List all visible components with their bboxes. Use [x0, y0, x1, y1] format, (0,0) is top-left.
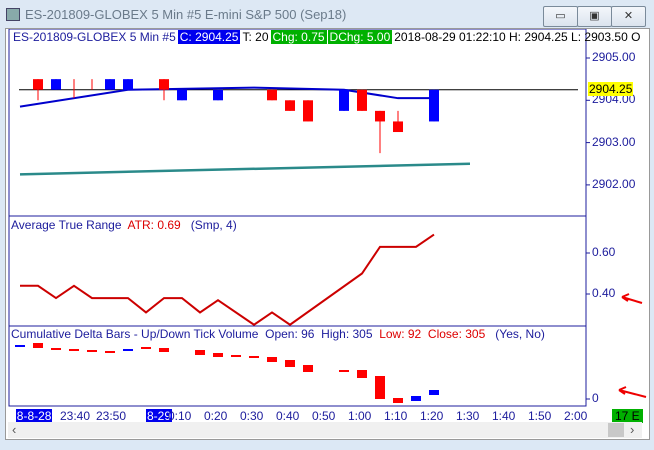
- candle-body: [375, 110, 385, 122]
- candle-body: [123, 79, 133, 90]
- atr-tick-label: 0.40: [592, 286, 616, 300]
- delta-bar: [33, 343, 43, 348]
- delta-params: (Yes, No): [495, 327, 545, 341]
- close-button[interactable]: ✕: [611, 6, 646, 27]
- delta-bar: [249, 356, 259, 358]
- ticks-value: T: 20: [242, 30, 269, 44]
- minimize-button[interactable]: ▭: [543, 6, 578, 27]
- app-icon: [6, 8, 20, 21]
- price-tick-label: 2905.00: [592, 50, 636, 64]
- atr-value: ATR: 0.69: [127, 218, 181, 232]
- delta-bar: [375, 376, 385, 399]
- candle-body: [429, 89, 439, 122]
- time-label: 8-29: [146, 409, 173, 423]
- candle-body: [51, 79, 61, 90]
- time-label: 0:50: [312, 409, 336, 423]
- time-label: 23:50: [96, 409, 127, 423]
- horizontal-scrollbar[interactable]: ‹ ›: [8, 422, 642, 438]
- delta-bar: [213, 353, 223, 357]
- delta-bar: [411, 396, 421, 401]
- time-label: 0:20: [204, 409, 228, 423]
- time-label: 2:00: [564, 409, 588, 423]
- delta-bar: [159, 348, 169, 352]
- scroll-left-icon[interactable]: ‹: [12, 422, 17, 437]
- atr-legend: Average True Range ATR: 0.69 (Smp, 4): [11, 218, 237, 232]
- delta-bar: [231, 355, 241, 357]
- delta-bar: [339, 370, 349, 372]
- candle-body: [393, 121, 403, 133]
- delta-bar: [285, 360, 295, 367]
- delta-bar: [69, 349, 79, 351]
- window-title: ES-201809-GLOBEX 5 Min #5 E-mini S&P 500…: [25, 7, 347, 22]
- time-label: 0:10: [168, 409, 192, 423]
- price-tick-label: 2902.00: [592, 176, 636, 191]
- delta-tick-label: 0: [592, 391, 599, 405]
- title-bar: ES-201809-GLOBEX 5 Min #5 E-mini S&P 500…: [0, 0, 654, 30]
- info-bar: ES-201809-GLOBEX 5 Min #5 C: 2904.25 T: 20…: [11, 30, 642, 44]
- annotation-arrow-icon: [618, 386, 647, 398]
- candle-body: [357, 89, 367, 111]
- annotation-arrow-icon: [621, 293, 643, 304]
- delta-high: High: 305: [321, 327, 373, 341]
- delta-bar: [15, 345, 25, 347]
- delta-bar: [393, 398, 403, 403]
- time-label: 1:50: [528, 409, 552, 423]
- last-price-label: 2904.25: [588, 81, 634, 96]
- chart-canvas[interactable]: [6, 29, 649, 439]
- time-label: 1:40: [492, 409, 516, 423]
- slow-ma-line: [19, 162, 471, 176]
- plot-border: [8, 29, 587, 407]
- time-label: 1:00: [348, 409, 372, 423]
- atr-params: (Smp, 4): [190, 218, 237, 232]
- time-label: 23:40: [60, 409, 91, 423]
- maximize-button[interactable]: ▣: [577, 6, 612, 27]
- scroll-thumb[interactable]: [608, 423, 624, 437]
- candle-body: [303, 100, 313, 122]
- candle-body: [105, 79, 115, 90]
- time-label: 1:10: [384, 409, 408, 423]
- time-label: 1:20: [420, 409, 444, 423]
- chg-value: Chg: 0.75: [270, 30, 327, 44]
- info-rest: 2018-08-29 01:22:10 H: 2904.25 L: 2903.5…: [394, 30, 641, 44]
- delta-bar: [303, 365, 313, 372]
- candle-body: [33, 79, 43, 90]
- delta-bar: [195, 350, 205, 355]
- delta-bar: [141, 347, 151, 349]
- delta-bar: [429, 390, 439, 395]
- price-tick-label: 2904.00: [592, 92, 636, 107]
- candle-body: [159, 79, 169, 90]
- candle-body: [213, 89, 223, 101]
- candle-body: [177, 89, 187, 101]
- delta-low: Low: 92: [379, 327, 422, 341]
- delta-name: Cumulative Delta Bars - Up/Down Tick Vol…: [11, 327, 259, 341]
- delta-bar: [87, 350, 97, 352]
- delta-bar: [357, 370, 367, 378]
- scroll-right-icon[interactable]: ›: [630, 422, 635, 437]
- atr-tick-label: 0.60: [592, 245, 616, 259]
- delta-bar: [105, 351, 115, 353]
- time-label: 1:30: [456, 409, 480, 423]
- dchg-value: DChg: 5.00: [327, 30, 393, 44]
- delta-bar: [267, 357, 277, 362]
- time-label: 0:30: [240, 409, 264, 423]
- time-label: 0:40: [276, 409, 300, 423]
- delta-bar: [51, 348, 61, 350]
- close-value: C: 2904.25: [177, 30, 241, 44]
- chart-area[interactable]: ES-201809-GLOBEX 5 Min #5 C: 2904.25 T: 20…: [5, 28, 650, 440]
- candle-body: [285, 100, 295, 111]
- atr-name: Average True Range: [11, 218, 122, 232]
- delta-close: Close: 305: [427, 327, 486, 341]
- candle-body: [339, 89, 349, 111]
- candle-body: [267, 89, 277, 101]
- atr-line: [20, 233, 435, 326]
- price-tick-label: 2903.00: [592, 134, 636, 149]
- delta-bar: [123, 349, 133, 351]
- connection-badge: 17 E: [612, 409, 643, 423]
- delta-open: Open: 96: [265, 327, 315, 341]
- instrument-label: ES-201809-GLOBEX 5 Min #5: [13, 30, 176, 44]
- delta-legend: Cumulative Delta Bars - Up/Down Tick Vol…: [11, 327, 545, 341]
- time-label: 8-8-28: [15, 409, 53, 423]
- ma-line: [19, 86, 434, 108]
